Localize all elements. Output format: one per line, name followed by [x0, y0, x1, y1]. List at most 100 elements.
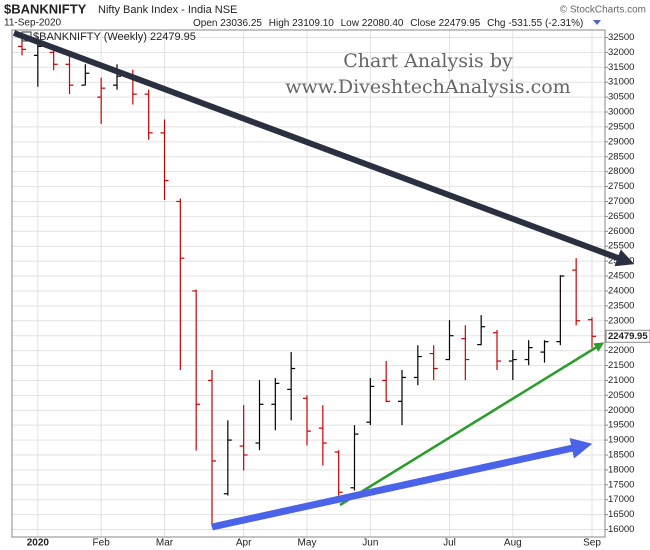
ohlc-bar — [192, 289, 201, 451]
x-tick-label: 2020 — [27, 538, 50, 549]
y-tick-label: 18000 — [608, 464, 634, 475]
ohlc-bar — [318, 405, 327, 466]
y-tick-label: 19000 — [608, 435, 634, 446]
x-tick-label: Aug — [504, 538, 522, 549]
y-tick-label: 21500 — [608, 360, 634, 371]
x-tick-label: Jun — [362, 538, 378, 549]
ohlc-bar — [239, 405, 248, 471]
y-tick-label: 32500 — [608, 32, 634, 43]
ohlc-bar — [540, 340, 549, 363]
ohlc-bar — [97, 77, 106, 124]
stat-value: 22080.40 — [362, 18, 404, 29]
y-tick-label: 27000 — [608, 196, 634, 207]
ohlc-bar — [81, 64, 90, 86]
y-tick-label: 25500 — [608, 241, 634, 252]
support-trendline — [339, 342, 605, 507]
x-tick-label: Mar — [156, 538, 174, 549]
plot-area: 16000 16500 17000 17500 18000 18500 19000 19500… — [12, 30, 634, 549]
ohlc-bar — [588, 317, 596, 349]
ohlc-bar — [445, 320, 454, 361]
x-tick-label: Feb — [93, 538, 111, 549]
y-tick-label: 22000 — [608, 345, 634, 356]
credit: © StockCharts.com — [560, 5, 646, 16]
y-tick-label: 17000 — [608, 494, 634, 505]
ohlc-bar — [398, 369, 406, 426]
x-tick-label: Apr — [236, 538, 252, 549]
y-tick-label: 16500 — [608, 509, 634, 520]
y-tick-label: 30000 — [608, 107, 634, 118]
resistance-trendline — [12, 30, 635, 267]
stat-value: 23109.10 — [292, 18, 334, 29]
watermark: www.DiveshtechAnalysis.com — [285, 76, 570, 98]
y-tick-label: 29000 — [608, 136, 634, 147]
ohlc-bar — [477, 315, 486, 346]
x-tick-label: Sep — [583, 538, 601, 549]
ohlc-bar — [524, 340, 533, 366]
stat-label: Low — [341, 18, 360, 29]
y-tick-label: 17500 — [608, 479, 634, 490]
ohlc-bar — [160, 119, 169, 200]
stat-label: Close — [410, 18, 436, 29]
ohlc-bar — [271, 378, 280, 431]
ohlc-bar — [382, 361, 391, 403]
x-tick-label: Jul — [443, 538, 456, 549]
chart-title: $BANKNIFTY — [4, 1, 87, 16]
dropdown-icon[interactable] — [593, 20, 601, 25]
stats: Open 23036.25 High 23109.10 Low 22080.40… — [193, 18, 583, 29]
y-tick-label: 23000 — [608, 315, 634, 326]
last-price-box — [605, 329, 650, 343]
x-tick-label: May — [298, 538, 317, 549]
ohlc-bar — [287, 352, 296, 421]
ohlc-bar — [65, 53, 74, 95]
y-tick-label: 30500 — [608, 92, 634, 103]
legend-name: $BANKNIFTY (Weekly) — [33, 31, 147, 43]
ohlc-bar — [255, 380, 264, 451]
date: 11-Sep-2020 — [4, 18, 62, 29]
y-tick-label: 24500 — [608, 271, 634, 282]
y-tick-label: 31000 — [608, 77, 634, 88]
ohlc-bar — [508, 350, 517, 381]
y-tick-label: 28500 — [608, 151, 634, 162]
ohlc-bar — [208, 369, 216, 527]
y-tick-label: 23500 — [608, 300, 634, 311]
y-tick-label: 21000 — [608, 375, 634, 386]
stat-label: Open — [193, 18, 217, 29]
chart-subtitle: Nifty Bank Index - India NSE — [98, 4, 237, 16]
y-tick-label: 24000 — [608, 285, 634, 296]
ohlc-bar — [366, 378, 375, 426]
stat-label: Chg — [487, 18, 505, 29]
y-tick-label: 29500 — [608, 121, 634, 132]
ohlc-bar — [556, 275, 565, 346]
stat-value: -531.55 (-2.31%) — [508, 18, 583, 29]
stat-value: 22479.95 — [439, 18, 481, 29]
y-tick-label: 20500 — [608, 390, 634, 401]
ohlc-bar — [572, 258, 581, 326]
ohlc-bar — [334, 450, 343, 496]
y-tick-label: 18500 — [608, 450, 634, 461]
y-tick-label: 16000 — [608, 524, 634, 535]
y-tick-label: 27500 — [608, 181, 634, 192]
ohlc-bar — [461, 325, 470, 381]
legend: $BANKNIFTY (Weekly) 22479.95 — [21, 31, 196, 43]
last-price-label: 22479.95 — [608, 331, 648, 342]
y-tick-label: 26000 — [608, 226, 634, 237]
ohlc-bar — [33, 37, 42, 87]
watermark: Chart Analysis by — [343, 50, 513, 72]
legend-text: $BANKNIFTY (Weekly) 22479.95 — [33, 31, 196, 43]
y-tick-label: 31500 — [608, 62, 634, 73]
stat-value: 23036.25 — [220, 18, 262, 29]
long-trendline — [211, 437, 593, 531]
y-tick-label: 28000 — [608, 166, 634, 177]
y-tick-label: 26500 — [608, 211, 634, 222]
y-tick-label: 32000 — [608, 47, 634, 58]
y-tick-label: 19500 — [608, 420, 634, 431]
ohlc-bar — [429, 345, 438, 381]
ohlc-bar — [176, 198, 185, 370]
plot-frame — [11, 29, 606, 538]
ohlc-bar — [223, 420, 232, 496]
ohlc-bar — [350, 425, 359, 491]
y-tick-label: 20000 — [608, 405, 634, 416]
ohlc-bar — [303, 395, 311, 446]
